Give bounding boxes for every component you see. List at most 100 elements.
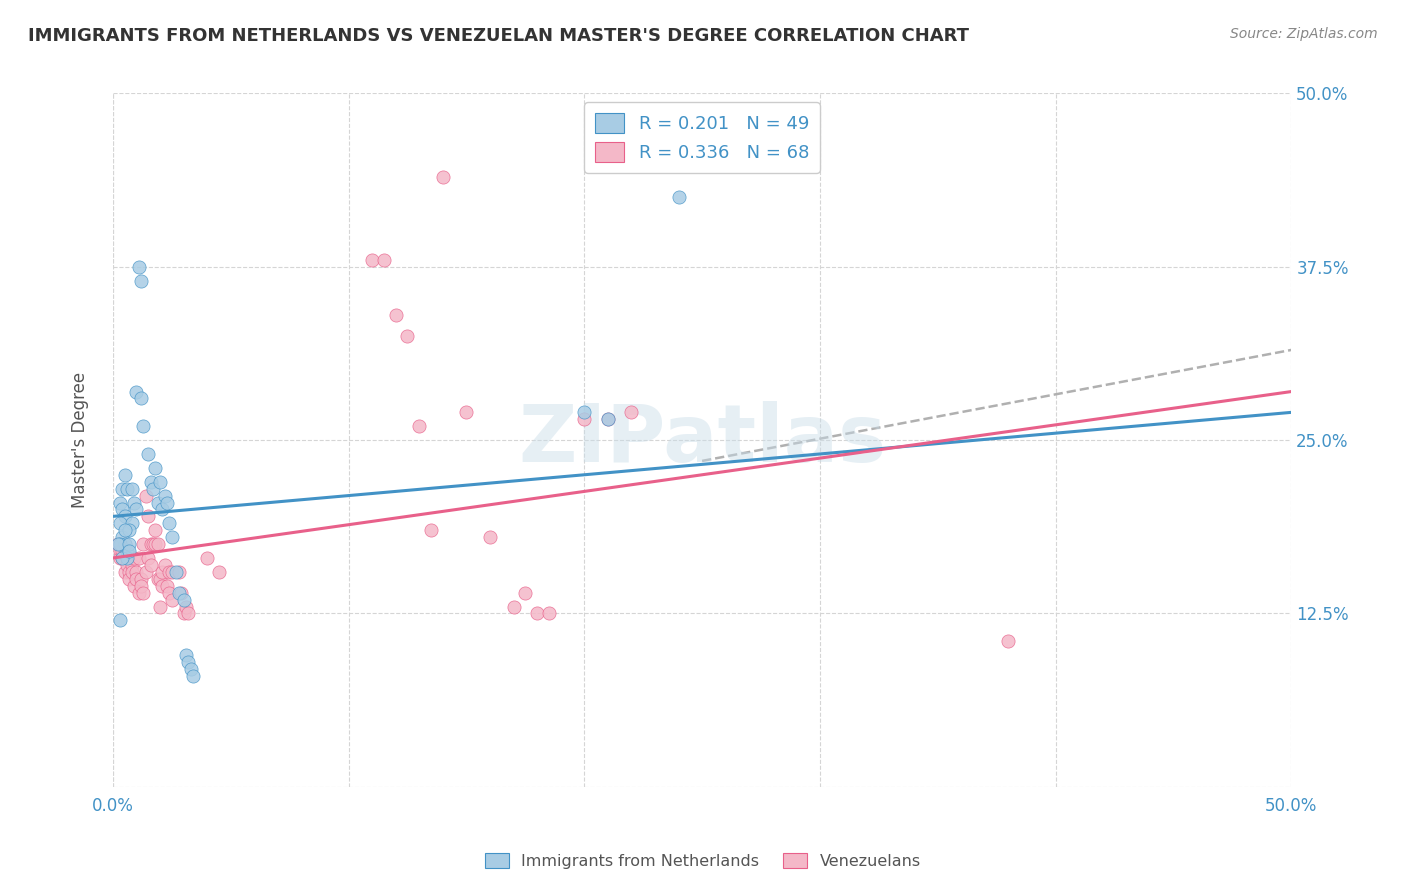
Point — [135, 489, 157, 503]
Point — [122, 551, 145, 566]
Point — [149, 599, 172, 614]
Point — [118, 537, 141, 551]
Text: ZIPatlas: ZIPatlas — [517, 401, 886, 479]
Point — [180, 662, 202, 676]
Point — [108, 495, 131, 509]
Point — [111, 551, 134, 566]
Point — [150, 579, 173, 593]
Point — [114, 509, 136, 524]
Point — [167, 565, 190, 579]
Point — [149, 572, 172, 586]
Point — [136, 447, 159, 461]
Point — [143, 523, 166, 537]
Point — [128, 551, 150, 566]
Point — [167, 585, 190, 599]
Point — [150, 502, 173, 516]
Point — [108, 614, 131, 628]
Point — [373, 252, 395, 267]
Point — [537, 607, 560, 621]
Point — [111, 530, 134, 544]
Point — [177, 607, 200, 621]
Point — [121, 516, 143, 531]
Point — [420, 523, 443, 537]
Point — [174, 599, 197, 614]
Point — [114, 467, 136, 482]
Point — [108, 537, 131, 551]
Point — [129, 274, 152, 288]
Point — [118, 523, 141, 537]
Point — [173, 592, 195, 607]
Point — [111, 544, 134, 558]
Point — [129, 579, 152, 593]
Point — [157, 585, 180, 599]
Point — [118, 572, 141, 586]
Point — [177, 655, 200, 669]
Point — [115, 482, 138, 496]
Point — [160, 592, 183, 607]
Point — [142, 482, 165, 496]
Point — [195, 551, 218, 566]
Point — [114, 537, 136, 551]
Point — [108, 544, 131, 558]
Point — [384, 308, 406, 322]
Point — [125, 502, 148, 516]
Point — [166, 565, 188, 579]
Point — [396, 329, 419, 343]
Point — [128, 260, 150, 274]
Point — [108, 551, 131, 566]
Point — [132, 419, 155, 434]
Point — [125, 572, 148, 586]
Point — [111, 502, 134, 516]
Point — [128, 585, 150, 599]
Point — [114, 565, 136, 579]
Point — [574, 412, 596, 426]
Point — [121, 558, 143, 572]
Point — [139, 558, 162, 572]
Point — [122, 579, 145, 593]
Point — [157, 565, 180, 579]
Point — [111, 482, 134, 496]
Point — [502, 599, 524, 614]
Point — [125, 565, 148, 579]
Point — [115, 544, 138, 558]
Point — [108, 516, 131, 531]
Point — [139, 537, 162, 551]
Point — [361, 252, 384, 267]
Point — [478, 530, 501, 544]
Point — [156, 579, 179, 593]
Point — [153, 558, 176, 572]
Point — [121, 482, 143, 496]
Point — [115, 551, 138, 566]
Point — [596, 412, 619, 426]
Point — [146, 572, 169, 586]
Point — [526, 607, 548, 621]
Point — [132, 585, 155, 599]
Point — [432, 169, 454, 184]
Point — [118, 565, 141, 579]
Point — [115, 551, 138, 566]
Point — [107, 537, 129, 551]
Point — [118, 544, 141, 558]
Point — [125, 384, 148, 399]
Point — [456, 405, 478, 419]
Point — [129, 572, 152, 586]
Point — [136, 551, 159, 566]
Point — [111, 551, 134, 566]
Point — [157, 516, 180, 531]
Point — [668, 190, 690, 204]
Y-axis label: Master's Degree: Master's Degree — [72, 372, 89, 508]
Point — [122, 495, 145, 509]
Legend: R = 0.201   N = 49, R = 0.336   N = 68: R = 0.201 N = 49, R = 0.336 N = 68 — [585, 103, 820, 173]
Point — [146, 495, 169, 509]
Point — [129, 392, 152, 406]
Point — [142, 537, 165, 551]
Point — [107, 537, 129, 551]
Point — [160, 565, 183, 579]
Point — [170, 585, 193, 599]
Point — [146, 537, 169, 551]
Point — [153, 489, 176, 503]
Point — [408, 419, 430, 434]
Point — [114, 537, 136, 551]
Point — [143, 537, 166, 551]
Point — [150, 565, 173, 579]
